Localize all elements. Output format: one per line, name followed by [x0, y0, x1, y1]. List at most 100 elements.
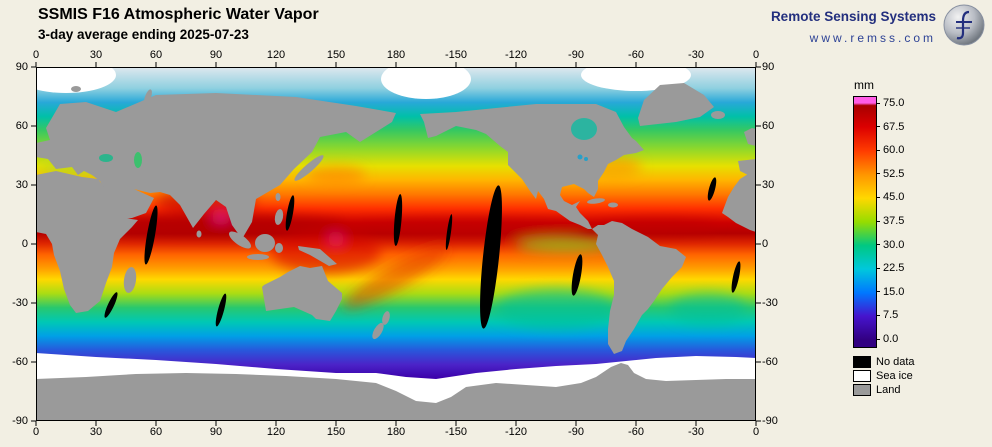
lon-tick-label: -150 — [444, 426, 468, 438]
no-data-swaths — [104, 177, 741, 329]
greenland — [638, 83, 714, 126]
longitude-axis-top: 0 30 60 90 120 150 180 -150 -120 -90 -60 -30 0 — [32, 49, 759, 62]
lon-tick-label: 90 — [209, 426, 223, 438]
lon-tick-label: -60 — [628, 49, 644, 61]
lon-tick-label: 0 — [32, 49, 40, 61]
inland-seas — [99, 118, 597, 168]
lat-tick-label: 60 — [762, 120, 775, 132]
lat-tick-label: 30 — [762, 179, 775, 191]
new-zealand-south — [372, 322, 384, 340]
borneo — [255, 234, 275, 252]
colorbar-tick-label: 7.5 — [876, 309, 898, 321]
sea-ice-swatch — [853, 370, 871, 382]
land-swatch — [853, 384, 871, 396]
branding-text: Remote Sensing Systems www.remss.com — [771, 3, 936, 45]
black-sea — [99, 154, 113, 162]
colorbar-tick-label: 45.0 — [876, 191, 904, 203]
lat-tick-label: 0 — [762, 238, 769, 250]
lon-tick-label: -90 — [568, 426, 584, 438]
lon-tick-label: 60 — [149, 426, 163, 438]
lon-tick-label: -60 — [628, 426, 644, 438]
lon-tick-label: -30 — [688, 426, 704, 438]
lon-tick-label: 30 — [89, 49, 103, 61]
brand-name: Remote Sensing Systems — [770, 9, 936, 24]
madagascar — [123, 267, 137, 293]
lat-tick-label: -60 — [762, 356, 778, 368]
colorbar-tick-label: 37.5 — [876, 215, 904, 227]
colorbar-tick-labels: 75.0 67.5 60.0 52.5 45.0 37.5 30.0 22.5 15.0 7.5 0… — [876, 97, 926, 345]
lat-tick-label: 60 — [15, 120, 28, 132]
lat-tick-label: 30 — [15, 179, 28, 191]
legend-item-land: Land — [853, 384, 915, 396]
lon-tick-label: 150 — [326, 49, 346, 61]
iceland — [711, 111, 725, 119]
latitude-axis-left: 90 60 30 0 -30 -60 -90 — [2, 61, 32, 427]
lon-tick-label: 30 — [89, 426, 103, 438]
lat-tick-label: -30 — [762, 297, 778, 309]
eurasia — [36, 93, 396, 239]
taiwan — [275, 193, 281, 201]
lon-tick-label: 90 — [209, 49, 223, 61]
legend-item-no-data: No data — [853, 356, 915, 368]
lat-tick-label: 90 — [762, 61, 775, 73]
colorbar-tick-label: 30.0 — [876, 239, 904, 251]
lon-tick-label: 0 — [752, 426, 760, 438]
colorbar-tick-label: 67.5 — [876, 121, 904, 133]
cuba — [587, 198, 605, 204]
world-map — [31, 62, 761, 426]
colorbar-unit-label: mm — [854, 78, 874, 92]
sumatra — [228, 231, 252, 249]
colorbar-tick-label: 22.5 — [876, 262, 904, 274]
lon-tick-label: 150 — [326, 426, 346, 438]
hudson-bay — [571, 118, 597, 140]
south-america — [592, 221, 686, 354]
japan — [294, 155, 324, 181]
colorbar-tick-label: 75.0 — [876, 97, 904, 109]
lat-tick-label: -30 — [12, 297, 28, 309]
page-subtitle: 3-day average ending 2025-07-23 — [38, 27, 249, 42]
lat-tick-label: -90 — [12, 415, 28, 427]
longitude-axis-bottom: 0 30 60 90 120 150 180 -150 -120 -90 -60 -30 0 — [32, 426, 760, 439]
lat-tick-label: 0 — [21, 238, 28, 250]
map-axis-ticks — [31, 62, 761, 426]
no-data-swatch — [853, 356, 871, 368]
new-guinea — [298, 246, 337, 266]
lon-tick-label: 180 — [386, 49, 406, 61]
great-lakes — [584, 157, 588, 161]
sulawesi — [275, 243, 283, 253]
lon-tick-label: -90 — [568, 49, 584, 61]
antarctica — [36, 363, 756, 421]
latitude-axis-right: 90 60 30 0 -30 -60 -90 — [760, 61, 790, 427]
lon-tick-label: 120 — [266, 49, 286, 61]
lon-tick-label: 120 — [266, 426, 286, 438]
africa — [36, 171, 138, 313]
page-title: SSMIS F16 Atmospheric Water Vapor — [38, 6, 319, 23]
iberia — [738, 159, 756, 175]
svalbard — [71, 86, 81, 92]
lat-tick-label: 90 — [15, 61, 28, 73]
world-map-svg — [31, 62, 761, 426]
legend-label-land: Land — [876, 384, 901, 396]
lon-tick-label: -30 — [688, 49, 704, 61]
lon-tick-label: 60 — [149, 49, 163, 61]
legend-item-sea-ice: Sea ice — [853, 370, 915, 382]
colorbar-tick-label: 52.5 — [876, 168, 904, 180]
globe-logo-icon — [942, 3, 986, 47]
great-lakes — [577, 154, 583, 160]
lon-tick-label: -150 — [444, 49, 468, 61]
lon-tick-label: -120 — [504, 49, 528, 61]
map-border — [36, 67, 756, 421]
legend-label-no-data: No data — [876, 356, 915, 368]
british-isles — [744, 128, 756, 146]
australia — [262, 266, 342, 321]
colorbar-tick-label: 15.0 — [876, 286, 904, 298]
lon-tick-label: 0 — [32, 426, 40, 438]
colorbar — [853, 96, 877, 348]
brand-url-link[interactable]: www.remss.com — [809, 31, 936, 45]
lat-tick-label: -90 — [762, 415, 778, 427]
hispaniola — [608, 202, 618, 208]
caspian-sea — [134, 152, 142, 168]
philippines — [274, 209, 284, 225]
africa-west — [722, 171, 756, 232]
new-zealand-north — [382, 311, 390, 325]
